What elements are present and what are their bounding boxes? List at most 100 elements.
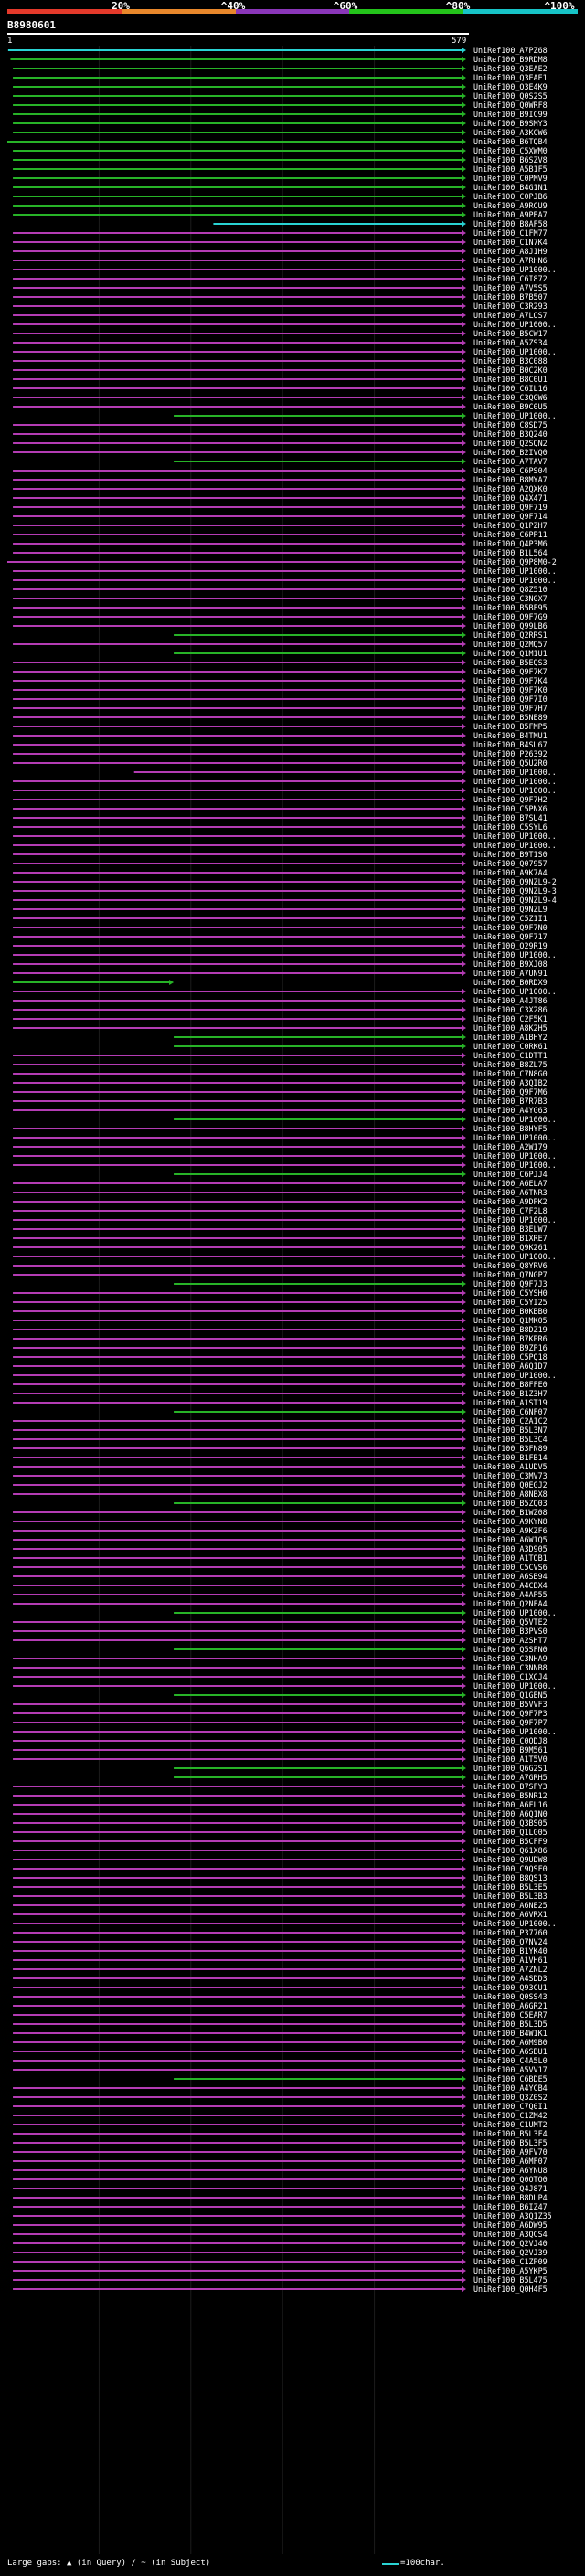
hit-label[interactable]: UniRef100_B4SU67 — [473, 740, 548, 749]
hit-label[interactable]: UniRef100_C1DTT1 — [473, 1051, 548, 1060]
hit-label[interactable]: UniRef100_Q3E4K9 — [473, 82, 548, 91]
hit-label[interactable]: UniRef100_UP1000.. — [473, 411, 557, 420]
hit-label[interactable]: UniRef100_C2A1C2 — [473, 1416, 548, 1426]
hit-label[interactable]: UniRef100_B4G1N1 — [473, 183, 548, 192]
hit-label[interactable]: UniRef100_UP1000.. — [473, 320, 557, 329]
hit-label[interactable]: UniRef100_B8MYA7 — [473, 475, 548, 484]
hit-label[interactable]: UniRef100_C3NNB8 — [473, 1663, 548, 1672]
hit-label[interactable]: UniRef100_Q8YRV6 — [473, 1261, 548, 1270]
hit-label[interactable]: UniRef100_C5EAR7 — [473, 2010, 548, 2019]
hit-label[interactable]: UniRef100_UP1000.. — [473, 832, 557, 841]
hit-label[interactable]: UniRef100_B9M561 — [473, 1745, 548, 1754]
hit-label[interactable]: UniRef100_A9KZF6 — [473, 1526, 548, 1535]
hit-label[interactable]: UniRef100_A4AP55 — [473, 1590, 548, 1599]
hit-label[interactable]: UniRef100_Q9NZL9-3 — [473, 886, 557, 896]
hit-label[interactable]: UniRef100_B5L3F5 — [473, 2138, 548, 2147]
hit-label[interactable]: UniRef100_C0PJB6 — [473, 192, 548, 201]
hit-label[interactable]: UniRef100_A9DPK2 — [473, 1197, 548, 1206]
hit-label[interactable]: UniRef100_A6SBU1 — [473, 2047, 548, 2056]
hit-label[interactable]: UniRef100_B3ELW7 — [473, 1224, 548, 1234]
hit-label[interactable]: UniRef100_Q1MK05 — [473, 1316, 548, 1325]
hit-label[interactable]: UniRef100_UP1000.. — [473, 1133, 557, 1142]
hit-label[interactable]: UniRef100_UP1000.. — [473, 1608, 557, 1617]
hit-label[interactable]: UniRef100_Q2SQN2 — [473, 439, 548, 448]
hit-label[interactable]: UniRef100_Q9F714 — [473, 512, 548, 521]
hit-label[interactable]: UniRef100_B7B507 — [473, 292, 548, 302]
hit-label[interactable]: UniRef100_Q9F7I0 — [473, 694, 548, 704]
hit-label[interactable]: UniRef100_C2F5K1 — [473, 1014, 548, 1023]
hit-label[interactable]: UniRef100_UP1000.. — [473, 1252, 557, 1261]
hit-label[interactable]: UniRef100_C4A5L0 — [473, 2056, 548, 2065]
hit-label[interactable]: UniRef100_Q9F717 — [473, 932, 548, 941]
hit-label[interactable]: UniRef100_B5ZQ03 — [473, 1499, 548, 1508]
hit-label[interactable]: UniRef100_A8K2H5 — [473, 1023, 548, 1033]
hit-label[interactable]: UniRef100_B8HYF5 — [473, 1124, 548, 1133]
hit-label[interactable]: UniRef100_B8DZ19 — [473, 1325, 548, 1334]
hit-label[interactable]: UniRef100_A7TAV7 — [473, 457, 548, 466]
hit-label[interactable]: UniRef100_Q9F7J3 — [473, 1279, 548, 1288]
hit-label[interactable]: UniRef100_Q2VJ40 — [473, 2239, 548, 2248]
hit-label[interactable]: UniRef100_A6M9B0 — [473, 2038, 548, 2047]
hit-label[interactable]: UniRef100_Q9F7G9 — [473, 612, 548, 621]
hit-label[interactable]: UniRef100_Q9F7H7 — [473, 704, 548, 713]
hit-label[interactable]: UniRef100_UP1000.. — [473, 987, 557, 996]
hit-label[interactable]: UniRef100_A3Q1Z35 — [473, 2211, 552, 2221]
hit-label[interactable]: UniRef100_B5L3N7 — [473, 1426, 548, 1435]
hit-label[interactable]: UniRef100_A5B1F5 — [473, 164, 548, 174]
hit-label[interactable]: UniRef100_C1N7K4 — [473, 238, 548, 247]
hit-label[interactable]: UniRef100_C1ZP09 — [473, 2257, 548, 2266]
hit-label[interactable]: UniRef100_Q1GEN5 — [473, 1691, 548, 1700]
hit-label[interactable]: UniRef100_B5NE89 — [473, 713, 548, 722]
hit-label[interactable]: UniRef100_Q9P8M0-2 — [473, 557, 557, 567]
hit-label[interactable]: UniRef100_UP1000.. — [473, 1151, 557, 1161]
hit-label[interactable]: UniRef100_C3R293 — [473, 302, 548, 311]
hit-label[interactable]: UniRef100_B7SFY3 — [473, 1782, 548, 1791]
hit-label[interactable]: UniRef100_B7KPR6 — [473, 1334, 548, 1343]
hit-label[interactable]: UniRef100_Q07957 — [473, 859, 548, 868]
hit-label[interactable]: UniRef100_C1ZM42 — [473, 2111, 548, 2120]
hit-label[interactable]: UniRef100_C3X286 — [473, 1005, 548, 1014]
hit-label[interactable]: UniRef100_B5L3D5 — [473, 2019, 548, 2029]
hit-label[interactable]: UniRef100_UP1000.. — [473, 1215, 557, 1224]
hit-label[interactable]: UniRef100_C7N8G0 — [473, 1069, 548, 1078]
hit-label[interactable]: UniRef100_A6DW95 — [473, 2221, 548, 2230]
hit-label[interactable]: UniRef100_Q93CU1 — [473, 1983, 548, 1992]
hit-label[interactable]: UniRef100_B8AF58 — [473, 219, 548, 228]
hit-label[interactable]: UniRef100_A6YNU8 — [473, 2166, 548, 2175]
hit-label[interactable]: UniRef100_A7UN91 — [473, 969, 548, 978]
hit-label[interactable]: UniRef100_P37760 — [473, 1928, 548, 1937]
hit-label[interactable]: UniRef100_Q1LG05 — [473, 1828, 548, 1837]
hit-label[interactable]: UniRef100_A8NBX8 — [473, 1489, 548, 1499]
hit-label[interactable]: UniRef100_C6NF07 — [473, 1407, 548, 1416]
hit-label[interactable]: UniRef100_B5L3E5 — [473, 1882, 548, 1892]
hit-label[interactable]: UniRef100_B0C2K0 — [473, 366, 548, 375]
hit-label[interactable]: UniRef100_UP1000.. — [473, 777, 557, 786]
hit-label[interactable]: UniRef100_Q1PZH7 — [473, 521, 548, 530]
hit-label[interactable]: UniRef100_B8FFE0 — [473, 1380, 548, 1389]
hit-label[interactable]: UniRef100_A1ST19 — [473, 1398, 548, 1407]
hit-label[interactable]: UniRef100_B5L475 — [473, 2275, 548, 2284]
hit-label[interactable]: UniRef100_C0RK61 — [473, 1042, 548, 1051]
hit-label[interactable]: UniRef100_P26392 — [473, 749, 548, 758]
hit-label[interactable]: UniRef100_B4W1K1 — [473, 2029, 548, 2038]
hit-label[interactable]: UniRef100_A7PZ68 — [473, 46, 548, 55]
hit-label[interactable]: UniRef100_B5NR12 — [473, 1791, 548, 1800]
hit-label[interactable]: UniRef100_A4SDD3 — [473, 1974, 548, 1983]
hit-label[interactable]: UniRef100_UP1000.. — [473, 265, 557, 274]
hit-label[interactable]: UniRef100_UP1000.. — [473, 841, 557, 850]
hit-label[interactable]: UniRef100_C7Q0I1 — [473, 2102, 548, 2111]
hit-label[interactable]: UniRef100_A9K7A4 — [473, 868, 548, 877]
hit-label[interactable]: UniRef100_Q0OTO0 — [473, 2175, 548, 2184]
hit-label[interactable]: UniRef100_A7ZNL2 — [473, 1965, 548, 1974]
hit-label[interactable]: UniRef100_Q0H4F5 — [473, 2284, 548, 2294]
hit-label[interactable]: UniRef100_B6TQB4 — [473, 137, 548, 146]
hit-label[interactable]: UniRef100_C1UMT2 — [473, 2120, 548, 2129]
hit-label[interactable]: UniRef100_UP1000.. — [473, 567, 557, 576]
hit-label[interactable]: UniRef100_C3NHA9 — [473, 1654, 548, 1663]
hit-label[interactable]: UniRef100_A1UDV5 — [473, 1462, 548, 1471]
hit-label[interactable]: UniRef100_A7LOS7 — [473, 311, 548, 320]
hit-label[interactable]: UniRef100_Q9F7P3 — [473, 1709, 548, 1718]
hit-label[interactable]: UniRef100_C3QGW6 — [473, 393, 548, 402]
hit-label[interactable]: UniRef100_C5CVS6 — [473, 1563, 548, 1572]
hit-label[interactable]: UniRef100_B5EQS3 — [473, 658, 548, 667]
